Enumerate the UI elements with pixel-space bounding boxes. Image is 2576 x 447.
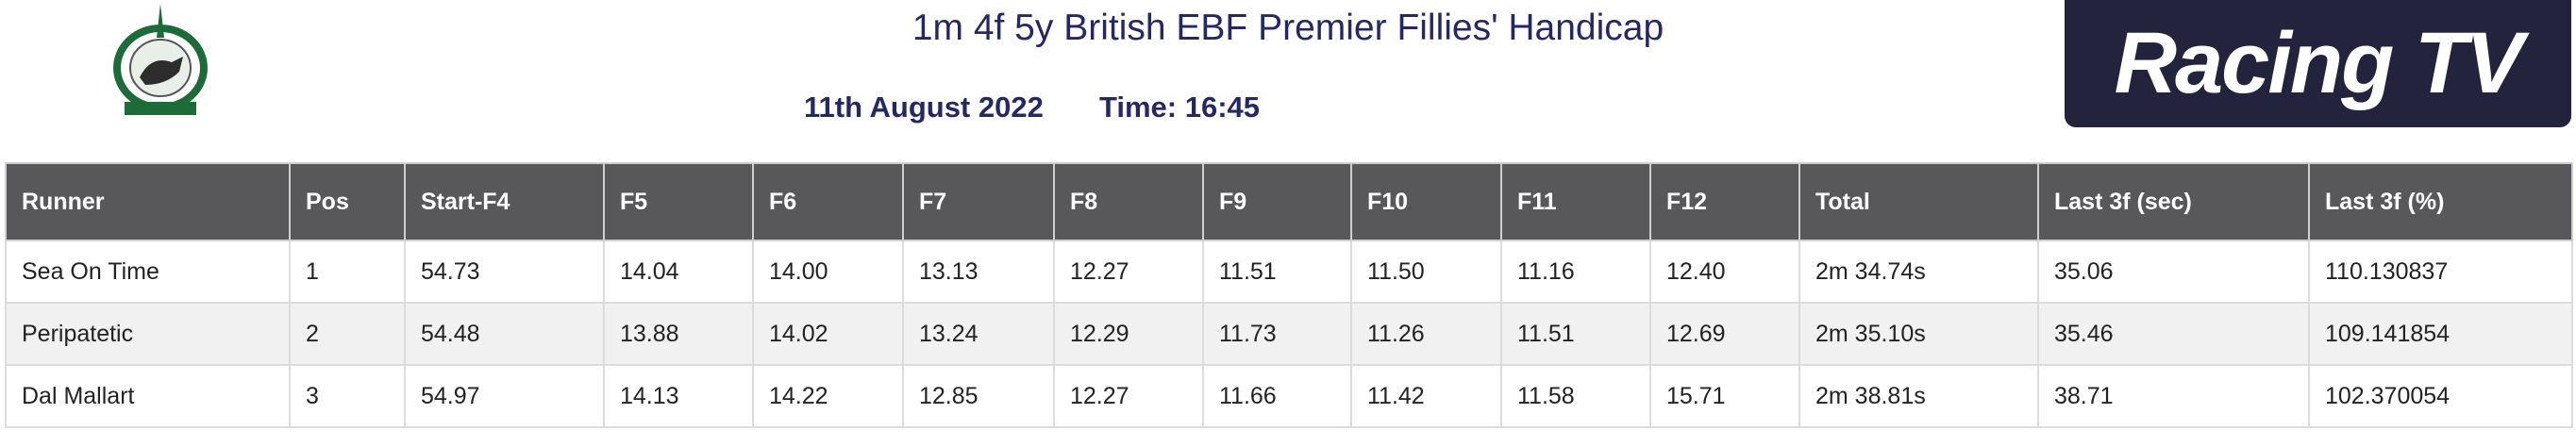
column-header: F11 xyxy=(1500,162,1651,241)
table-cell: 15.71 xyxy=(1649,364,1800,428)
table-cell: 14.22 xyxy=(752,364,904,428)
race-title: 1m 4f 5y British EBF Premier Fillies' Ha… xyxy=(912,8,1664,48)
table-cell: 54.97 xyxy=(404,364,605,428)
table-cell: 3 xyxy=(289,364,406,428)
column-header: Total xyxy=(1798,162,2039,241)
table-cell: 54.48 xyxy=(404,302,605,366)
table-cell: 11.50 xyxy=(1350,240,1502,304)
table-cell: 11.42 xyxy=(1350,364,1502,428)
club-crest xyxy=(113,4,208,115)
table-cell: 12.29 xyxy=(1053,302,1204,366)
table-cell: 14.00 xyxy=(752,240,904,304)
table-cell: 1 xyxy=(289,240,406,304)
column-header: F5 xyxy=(603,162,754,241)
table-cell: 38.71 xyxy=(2037,364,2310,428)
table-row: Peripatetic 2 54.48 13.88 14.02 13.24 12.29 11.… xyxy=(5,302,2573,366)
table-cell: Peripatetic xyxy=(5,302,291,366)
table-cell: 2 xyxy=(289,302,406,366)
table-cell: 35.46 xyxy=(2037,302,2310,366)
table-cell: 14.02 xyxy=(752,302,904,366)
column-header: F7 xyxy=(902,162,1055,241)
table-cell: Dal Mallart xyxy=(5,364,291,428)
race-date: 11th August 2022 xyxy=(804,91,1044,124)
table-cell: 12.27 xyxy=(1053,240,1204,304)
table-row: Dal Mallart 3 54.97 14.13 14.22 12.85 12.27 11.… xyxy=(5,364,2573,428)
table-cell: 11.51 xyxy=(1202,240,1352,304)
table-cell: 13.13 xyxy=(902,240,1055,304)
table-cell: 11.26 xyxy=(1350,302,1502,366)
table-cell: 14.13 xyxy=(603,364,754,428)
column-header: Pos xyxy=(289,162,406,241)
column-header: Last 3f (%) xyxy=(2308,162,2573,241)
table-cell: 109.141854 xyxy=(2308,302,2573,366)
brand-logo: Racing TV xyxy=(2065,0,2571,127)
table-cell: 110.130837 xyxy=(2308,240,2573,304)
table-cell: 11.73 xyxy=(1202,302,1352,366)
table-cell: 12.69 xyxy=(1649,302,1800,366)
column-header: F9 xyxy=(1202,162,1352,241)
table-cell: 13.88 xyxy=(603,302,754,366)
table-cell: 102.370054 xyxy=(2308,364,2573,428)
column-header: F12 xyxy=(1649,162,1800,241)
table-cell: 2m 38.81s xyxy=(1798,364,2039,428)
table-cell: 35.06 xyxy=(2037,240,2310,304)
column-header: Runner xyxy=(5,162,291,241)
column-header: Start-F4 xyxy=(404,162,605,241)
table-cell: 2m 34.74s xyxy=(1798,240,2039,304)
sectional-table: Runner Pos Start-F4 F5 F6 F7 F8 F9 F10 F11 F12 Tota… xyxy=(5,162,2573,428)
race-time: Time: 16:45 xyxy=(1099,91,1261,124)
column-header: F6 xyxy=(752,162,904,241)
table-cell: 14.04 xyxy=(603,240,754,304)
table-cell: 12.40 xyxy=(1649,240,1800,304)
column-header: F8 xyxy=(1053,162,1204,241)
table-cell: 11.58 xyxy=(1500,364,1651,428)
table-cell: 2m 35.10s xyxy=(1798,302,2039,366)
header-row: Runner Pos Start-F4 F5 F6 F7 F8 F9 F10 F11 F12 Tota… xyxy=(5,162,2573,241)
table-cell: 12.27 xyxy=(1053,364,1204,428)
table-cell: 11.16 xyxy=(1500,240,1651,304)
table-cell: 13.24 xyxy=(902,302,1055,366)
table-cell: 54.73 xyxy=(404,240,605,304)
table-cell: Sea On Time xyxy=(5,240,291,304)
table-cell: 11.51 xyxy=(1500,302,1651,366)
table-cell: 11.66 xyxy=(1202,364,1352,428)
table-cell: 12.85 xyxy=(902,364,1055,428)
table-row: Sea On Time 1 54.73 14.04 14.00 13.13 12.27 11.… xyxy=(5,240,2573,304)
column-header: Last 3f (sec) xyxy=(2037,162,2310,241)
column-header: F10 xyxy=(1350,162,1502,241)
